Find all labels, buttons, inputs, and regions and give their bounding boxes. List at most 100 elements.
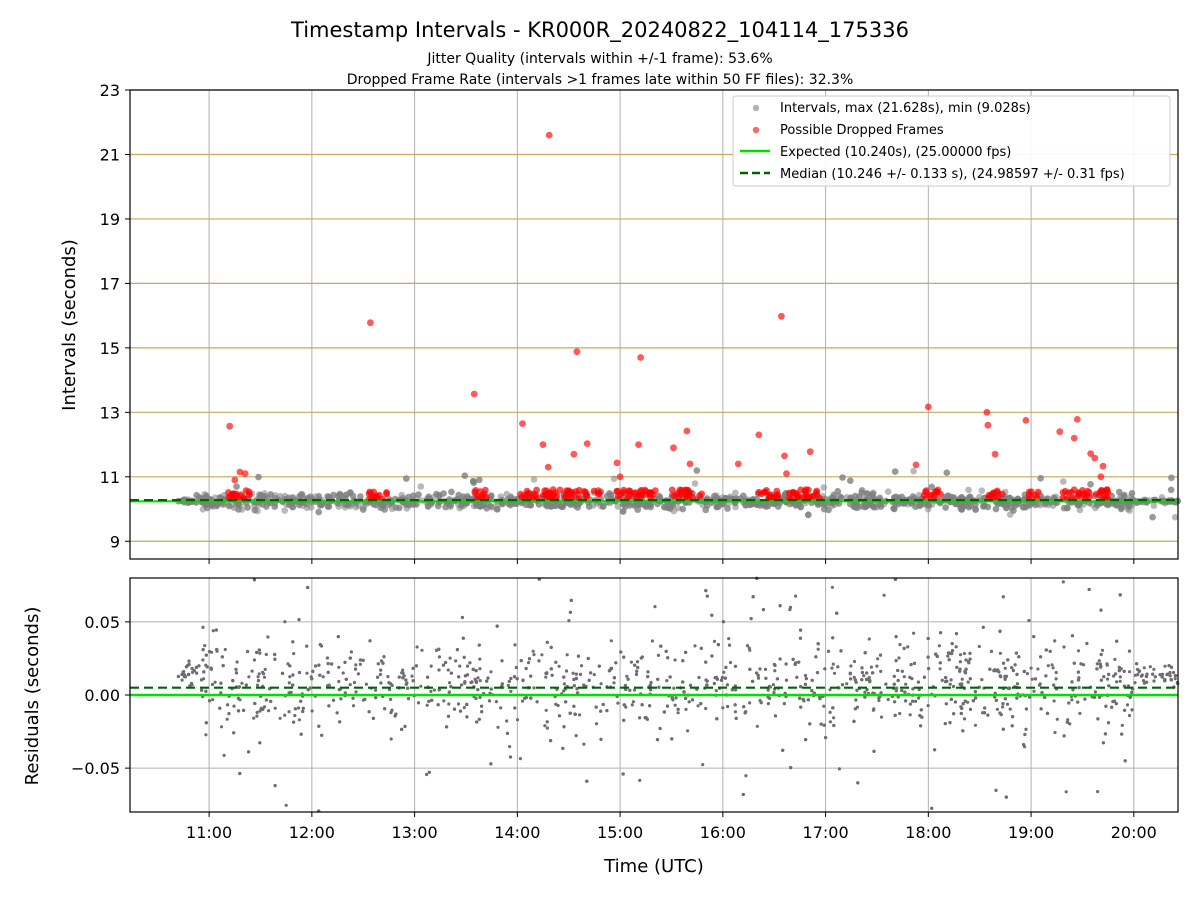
residual-point (299, 699, 303, 703)
residual-point (506, 683, 510, 688)
residual-point (860, 666, 864, 670)
residual-point (1024, 727, 1028, 731)
residual-point (209, 667, 213, 671)
residual-point (1099, 664, 1103, 668)
residual-point (1037, 683, 1041, 687)
residual-point (495, 624, 499, 628)
residual-point (299, 732, 303, 736)
residual-point (458, 664, 462, 668)
residual-point (621, 772, 625, 776)
bottom-y-tick-label: −0.05 (71, 759, 120, 778)
residual-point (831, 636, 835, 640)
residual-point (1110, 705, 1114, 709)
interval-point (1020, 504, 1027, 511)
residual-point (529, 674, 533, 678)
residual-point (527, 661, 531, 665)
interval-point (614, 503, 622, 510)
residual-point (1123, 708, 1127, 712)
residual-point (960, 706, 964, 711)
residual-point (896, 678, 900, 683)
residual-point (962, 651, 967, 656)
residual-point (862, 674, 866, 678)
residual-point (912, 631, 916, 635)
residual-point (305, 644, 309, 648)
residual-point (1039, 655, 1043, 659)
residual-point (795, 675, 799, 679)
residual-point (1123, 759, 1127, 763)
chart-title: Timestamp Intervals - KR000R_20240822_10… (290, 18, 909, 43)
residual-point (287, 681, 291, 685)
residual-point (246, 649, 250, 654)
residual-point (297, 618, 301, 622)
residual-point (869, 665, 874, 669)
interval-point (281, 507, 289, 514)
residual-point (1083, 697, 1087, 701)
residual-point (376, 675, 380, 679)
residual-point (406, 697, 411, 701)
residual-point (635, 660, 640, 664)
residual-point (986, 713, 990, 717)
residual-point (756, 673, 760, 678)
residual-point (748, 648, 752, 652)
residual-point (430, 698, 434, 702)
residual-point (878, 653, 883, 657)
residual-point (741, 792, 745, 797)
residual-point (429, 689, 433, 694)
residual-point (414, 664, 418, 668)
dropped-frame-point (686, 460, 694, 468)
interval-point (1167, 486, 1175, 494)
interval-point (870, 503, 878, 511)
residual-point (966, 680, 970, 684)
residual-point (784, 662, 788, 666)
residual-point (816, 647, 820, 651)
residual-point (1152, 679, 1156, 683)
residual-point (1130, 690, 1134, 695)
residual-point (686, 729, 690, 733)
dropped-frame-point (470, 390, 478, 398)
interval-point (1064, 504, 1071, 512)
residual-point (720, 676, 725, 680)
residual-point (797, 660, 801, 664)
residual-point (180, 678, 184, 682)
residual-point (537, 659, 541, 663)
interval-point (607, 491, 615, 499)
legend-entry-median: Median (10.246 +/- 0.133 s), (24.98597 +… (780, 167, 1125, 182)
residual-point (1076, 700, 1080, 704)
top-y-tick-label: 19 (100, 210, 120, 229)
residual-point (763, 667, 768, 672)
residual-point (301, 709, 305, 714)
residual-point (648, 683, 652, 688)
residual-point (968, 657, 972, 661)
residual-point (521, 678, 525, 682)
dropped-frame-point (926, 492, 934, 500)
residual-point (411, 666, 415, 671)
interval-point (847, 477, 854, 485)
residual-point (1172, 670, 1176, 675)
dropped-frame-point (563, 492, 571, 500)
residual-point (1010, 666, 1014, 670)
residual-point (646, 675, 650, 679)
dropped-frame-point (1097, 473, 1105, 481)
interval-point (315, 493, 323, 500)
residual-point (445, 725, 449, 729)
residual-point (306, 688, 310, 692)
dropped-frame-point (912, 461, 920, 469)
residual-point (704, 589, 708, 593)
residual-point (1118, 675, 1122, 679)
residual-point (1067, 701, 1071, 705)
dropped-frame-point (232, 492, 240, 500)
bottom-ylabel: Residuals (seconds) (22, 607, 43, 786)
bottom-panel-points (176, 576, 1180, 813)
interval-point (213, 500, 220, 508)
residual-point (684, 650, 688, 655)
residual-point (852, 659, 857, 664)
residual-point (446, 668, 450, 672)
residual-point (269, 699, 273, 704)
residual-point (633, 663, 637, 667)
interval-point (890, 505, 897, 512)
residual-point (532, 653, 536, 657)
residual-point (822, 723, 826, 727)
residual-point (449, 671, 453, 675)
residual-point (601, 702, 605, 707)
residual-point (1008, 707, 1012, 711)
